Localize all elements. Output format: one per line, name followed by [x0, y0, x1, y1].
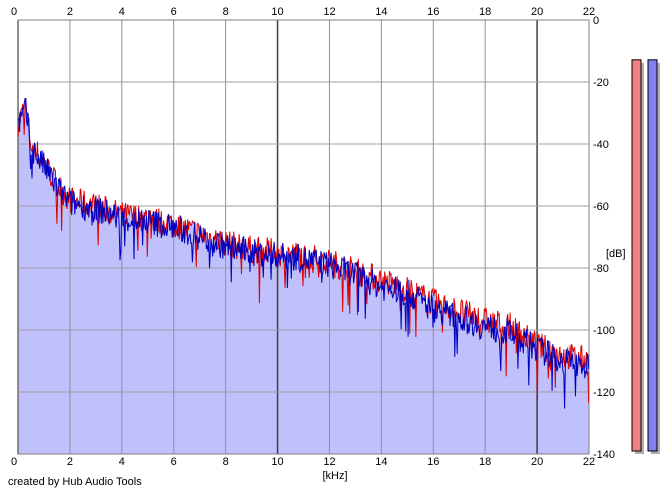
series-layer	[18, 98, 589, 409]
x-tick-label-top: 4	[119, 6, 125, 18]
y-tick-label: -120	[593, 387, 615, 399]
y-tick-label: -140	[593, 449, 615, 461]
x-tick-label-bottom: 12	[323, 456, 335, 468]
x-tick-label-bottom: 22	[583, 456, 595, 468]
x-tick-label-top: 10	[271, 6, 283, 18]
x-tick-label-top: 16	[427, 6, 439, 18]
level-meter-bar	[631, 59, 642, 452]
y-tick-label: -80	[593, 263, 609, 275]
x-tick-label-bottom: 6	[171, 456, 177, 468]
x-tick-label-top: 12	[323, 6, 335, 18]
x-tick-label-bottom: 16	[427, 456, 439, 468]
x-tick-label-bottom: 10	[271, 456, 283, 468]
credit-text: created by Hub Audio Tools	[8, 476, 142, 488]
x-tick-label-bottom: 0	[11, 456, 17, 468]
level-meter-bar	[647, 59, 658, 452]
y-tick-label: 0	[593, 15, 599, 27]
x-tick-label-top: 18	[479, 6, 491, 18]
x-tick-label-top: 0	[11, 6, 17, 18]
x-tick-label-top: 20	[531, 6, 543, 18]
x-axis-label: [kHz]	[322, 470, 347, 482]
series-line	[18, 98, 589, 404]
x-tick-label-top: 6	[171, 6, 177, 18]
x-tick-label-bottom: 2	[67, 456, 73, 468]
x-tick-label-bottom: 8	[223, 456, 229, 468]
level-meter-layer	[631, 59, 660, 455]
y-axis-label: [dB]	[606, 248, 626, 260]
x-tick-label-bottom: 14	[375, 456, 387, 468]
x-tick-label-top: 8	[223, 6, 229, 18]
y-tick-label: -100	[593, 325, 615, 337]
y-tick-label: -40	[593, 139, 609, 151]
y-tick-label: -60	[593, 201, 609, 213]
x-tick-label-bottom: 4	[119, 456, 125, 468]
x-tick-label-top: 14	[375, 6, 387, 18]
y-tick-label: -20	[593, 77, 609, 89]
x-tick-label-bottom: 20	[531, 456, 543, 468]
tick-label-layer: 002244668810101212141416161818202022220-…	[11, 6, 615, 468]
x-tick-label-top: 22	[583, 6, 595, 18]
x-tick-label-bottom: 18	[479, 456, 491, 468]
plot-border	[17, 19, 590, 455]
x-tick-label-top: 2	[67, 6, 73, 18]
series-line	[18, 98, 589, 409]
